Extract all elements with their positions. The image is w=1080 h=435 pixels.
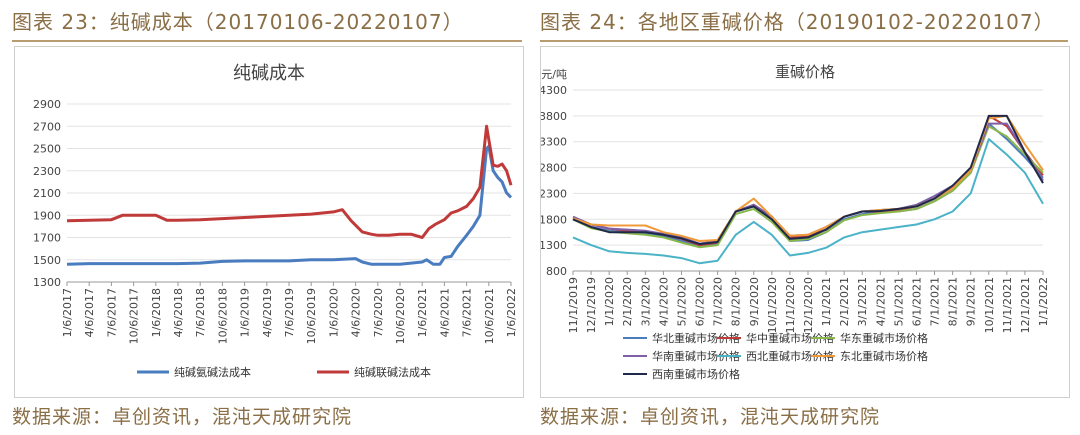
y-tick-label: 2800	[541, 162, 567, 175]
x-tick-label: 8/1/2020	[730, 277, 743, 326]
figure-24-header: 图表 24：各地区重碱价格（20190102-20220107）	[540, 10, 1055, 34]
x-tick-label: 3/1/2021	[856, 277, 869, 326]
x-tick-label: 10/6/2019	[305, 288, 318, 344]
series-line-5	[572, 138, 1044, 265]
x-tick-label: 1/6/2018	[150, 288, 163, 337]
x-tick-label: 7/6/2021	[461, 288, 474, 337]
heavy-soda-price-chart-panel: 重碱价格 元/吨 800 1300 1800 2300 2800 3300 3800 4300 11…	[540, 46, 1070, 398]
y-tick-label: 4300	[541, 84, 567, 97]
series-line-2	[66, 124, 513, 239]
legend-label-5: 西北重碱市场价格	[746, 349, 834, 363]
x-tick-label: 1/6/2017	[61, 288, 74, 337]
figure-23-header: 图表 23：纯碱成本（20170106-20220107）	[12, 10, 464, 34]
x-tick-label: 1/6/2019	[239, 288, 252, 337]
x-tick-label: 10/6/2020	[394, 288, 407, 344]
legend-label-6: 东北重碱市场价格	[840, 349, 928, 363]
heavy-soda-price-chart: 重碱价格 元/吨 800 1300 1800 2300 2800 3300 3800 4300 11…	[541, 63, 1050, 381]
y-tick-label: 1900	[33, 209, 61, 222]
legend-label-1: 华北重碱市场价格	[652, 331, 740, 345]
x-tick-label: 10/6/2018	[216, 288, 229, 344]
x-tick-label: 7/6/2017	[105, 288, 118, 337]
x-tick-label: 7/6/2019	[283, 288, 296, 337]
x-tick-label: 4/1/2021	[874, 277, 887, 326]
header-divider-right	[540, 40, 1068, 42]
series-line-3	[572, 125, 1044, 249]
y-tick-label: 2700	[33, 120, 61, 133]
x-tick-label: 9/1/2021	[965, 277, 978, 326]
series-line-1	[66, 144, 513, 266]
x-tick-label: 5/1/2021	[892, 277, 905, 326]
x-tick-label: 8/1/2021	[947, 277, 960, 326]
x-tick-label: 9/1/2020	[748, 277, 761, 326]
y-tick-label: 1300	[33, 276, 61, 289]
x-tick-label: 7/6/2020	[372, 288, 385, 337]
x-tick-label: 10/1/2021	[983, 277, 996, 333]
y-axis-unit-label: 元/吨	[541, 68, 567, 81]
x-tick-label: 10/6/2017	[128, 288, 141, 344]
y-tick-label: 2500	[33, 143, 61, 156]
legend-label-7: 西南重碱市场价格	[652, 367, 740, 381]
x-tick-label: 3/1/2020	[639, 277, 652, 326]
legend-label-2: 华中重碱市场价格	[746, 331, 834, 345]
y-tick-label: 1500	[33, 254, 61, 267]
x-tick-label: 4/6/2021	[438, 288, 451, 337]
x-tick-label: 1/6/2020	[327, 288, 340, 337]
series-line-6	[572, 114, 1044, 242]
x-tick-label: 2/1/2020	[621, 277, 634, 326]
x-tick-label: 7/1/2020	[712, 277, 725, 326]
x-tick-label: 12/1/2019	[585, 277, 598, 333]
y-tick-label: 3800	[541, 110, 567, 123]
chart-title: 纯碱成本	[233, 63, 305, 84]
soda-ash-cost-chart-panel: 纯碱成本 1300 1500 1700 1900 2100 2300 2500 2700 2900…	[14, 46, 524, 398]
x-tick-label: 4/6/2020	[350, 288, 363, 337]
header-divider-left	[12, 40, 522, 42]
x-tick-label: 6/1/2020	[694, 277, 707, 326]
legend-label-1: 纯碱氨碱法成本	[174, 365, 251, 379]
x-tick-label: 2/1/2021	[838, 277, 851, 326]
x-tick-label: 4/1/2020	[657, 277, 670, 326]
x-tick-label: 10/6/2021	[483, 288, 496, 344]
x-tick-label: 1/1/2020	[603, 277, 616, 326]
y-tick-label: 1700	[33, 232, 61, 245]
x-tick-label: 12/1/2021	[1019, 277, 1032, 333]
legend-label-3: 华东重碱市场价格	[840, 331, 928, 345]
x-tick-label: 11/1/2021	[1001, 277, 1014, 333]
y-tick-label: 3300	[541, 136, 567, 149]
y-tick-label: 800	[546, 265, 567, 278]
y-tick-label: 2900	[33, 98, 61, 111]
chart-title: 重碱价格	[775, 63, 835, 81]
x-tick-label: 11/1/2020	[784, 277, 797, 333]
y-tick-label: 2300	[541, 187, 567, 200]
legend-label-2: 纯碱联碱法成本	[354, 365, 431, 379]
x-tick-label: 1/1/2022	[1037, 277, 1050, 326]
x-tick-label: 1/6/2021	[416, 288, 429, 337]
x-tick-label: 10/1/2020	[766, 277, 779, 333]
x-tick-label: 11/1/2019	[567, 277, 580, 333]
y-tick-label: 1800	[541, 213, 567, 226]
y-tick-label: 2100	[33, 187, 61, 200]
x-tick-label: 12/1/2020	[802, 277, 815, 333]
soda-ash-cost-chart: 纯碱成本 1300 1500 1700 1900 2100 2300 2500 2700 2900…	[33, 63, 518, 379]
legend-label-4: 华南重碱市场价格	[652, 349, 740, 363]
x-tick-label: 5/1/2020	[675, 277, 688, 326]
x-tick-label: 4/6/2019	[261, 288, 274, 337]
x-tick-label: 6/1/2021	[910, 277, 923, 326]
x-tick-label: 7/1/2021	[929, 277, 942, 326]
y-tick-label: 1300	[541, 239, 567, 252]
x-tick-label: 4/6/2018	[172, 288, 185, 337]
series-line-7	[572, 114, 1044, 246]
y-tick-label: 2300	[33, 165, 61, 178]
x-tick-label: 7/6/2018	[194, 288, 207, 337]
x-tick-label: 4/6/2017	[83, 288, 96, 337]
data-source-right: 数据来源：卓创资讯，混沌天成研究院	[540, 406, 881, 428]
x-tick-label: 1/1/2021	[820, 277, 833, 326]
x-tick-label: 1/6/2022	[505, 288, 518, 337]
data-source-left: 数据来源：卓创资讯，混沌天成研究院	[12, 406, 353, 428]
